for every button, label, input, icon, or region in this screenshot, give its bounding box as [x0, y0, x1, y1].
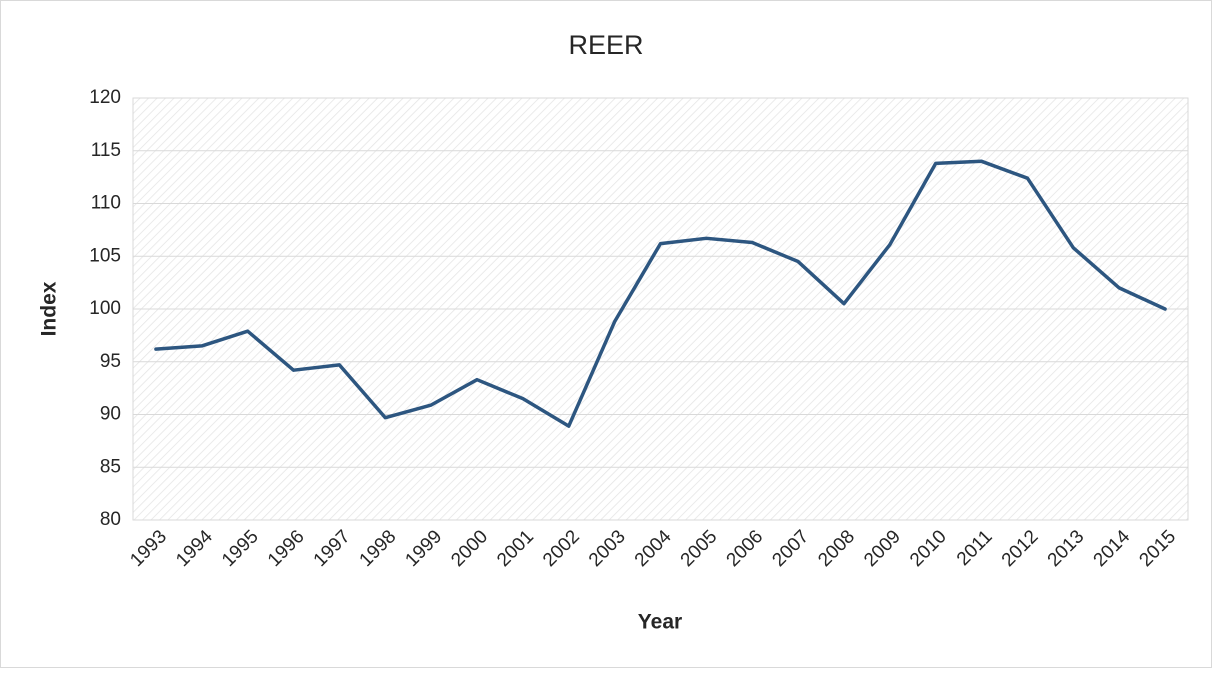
y-tick-label: 105 [89, 245, 121, 266]
y-tick-label: 95 [100, 351, 121, 372]
y-tick-label: 115 [91, 140, 121, 161]
y-tick-label: 80 [100, 509, 121, 530]
y-tick-label: 100 [89, 298, 121, 319]
data-line [154, 159, 1167, 428]
y-tick-label: 85 [100, 456, 121, 477]
y-tick-label: 120 [89, 87, 121, 108]
chart-title: REER [568, 30, 643, 60]
y-axis-title: Index [38, 281, 61, 336]
y-tick-label: 110 [91, 193, 121, 214]
x-axis-title: Year [638, 611, 682, 634]
y-tick-label: 90 [100, 404, 121, 425]
